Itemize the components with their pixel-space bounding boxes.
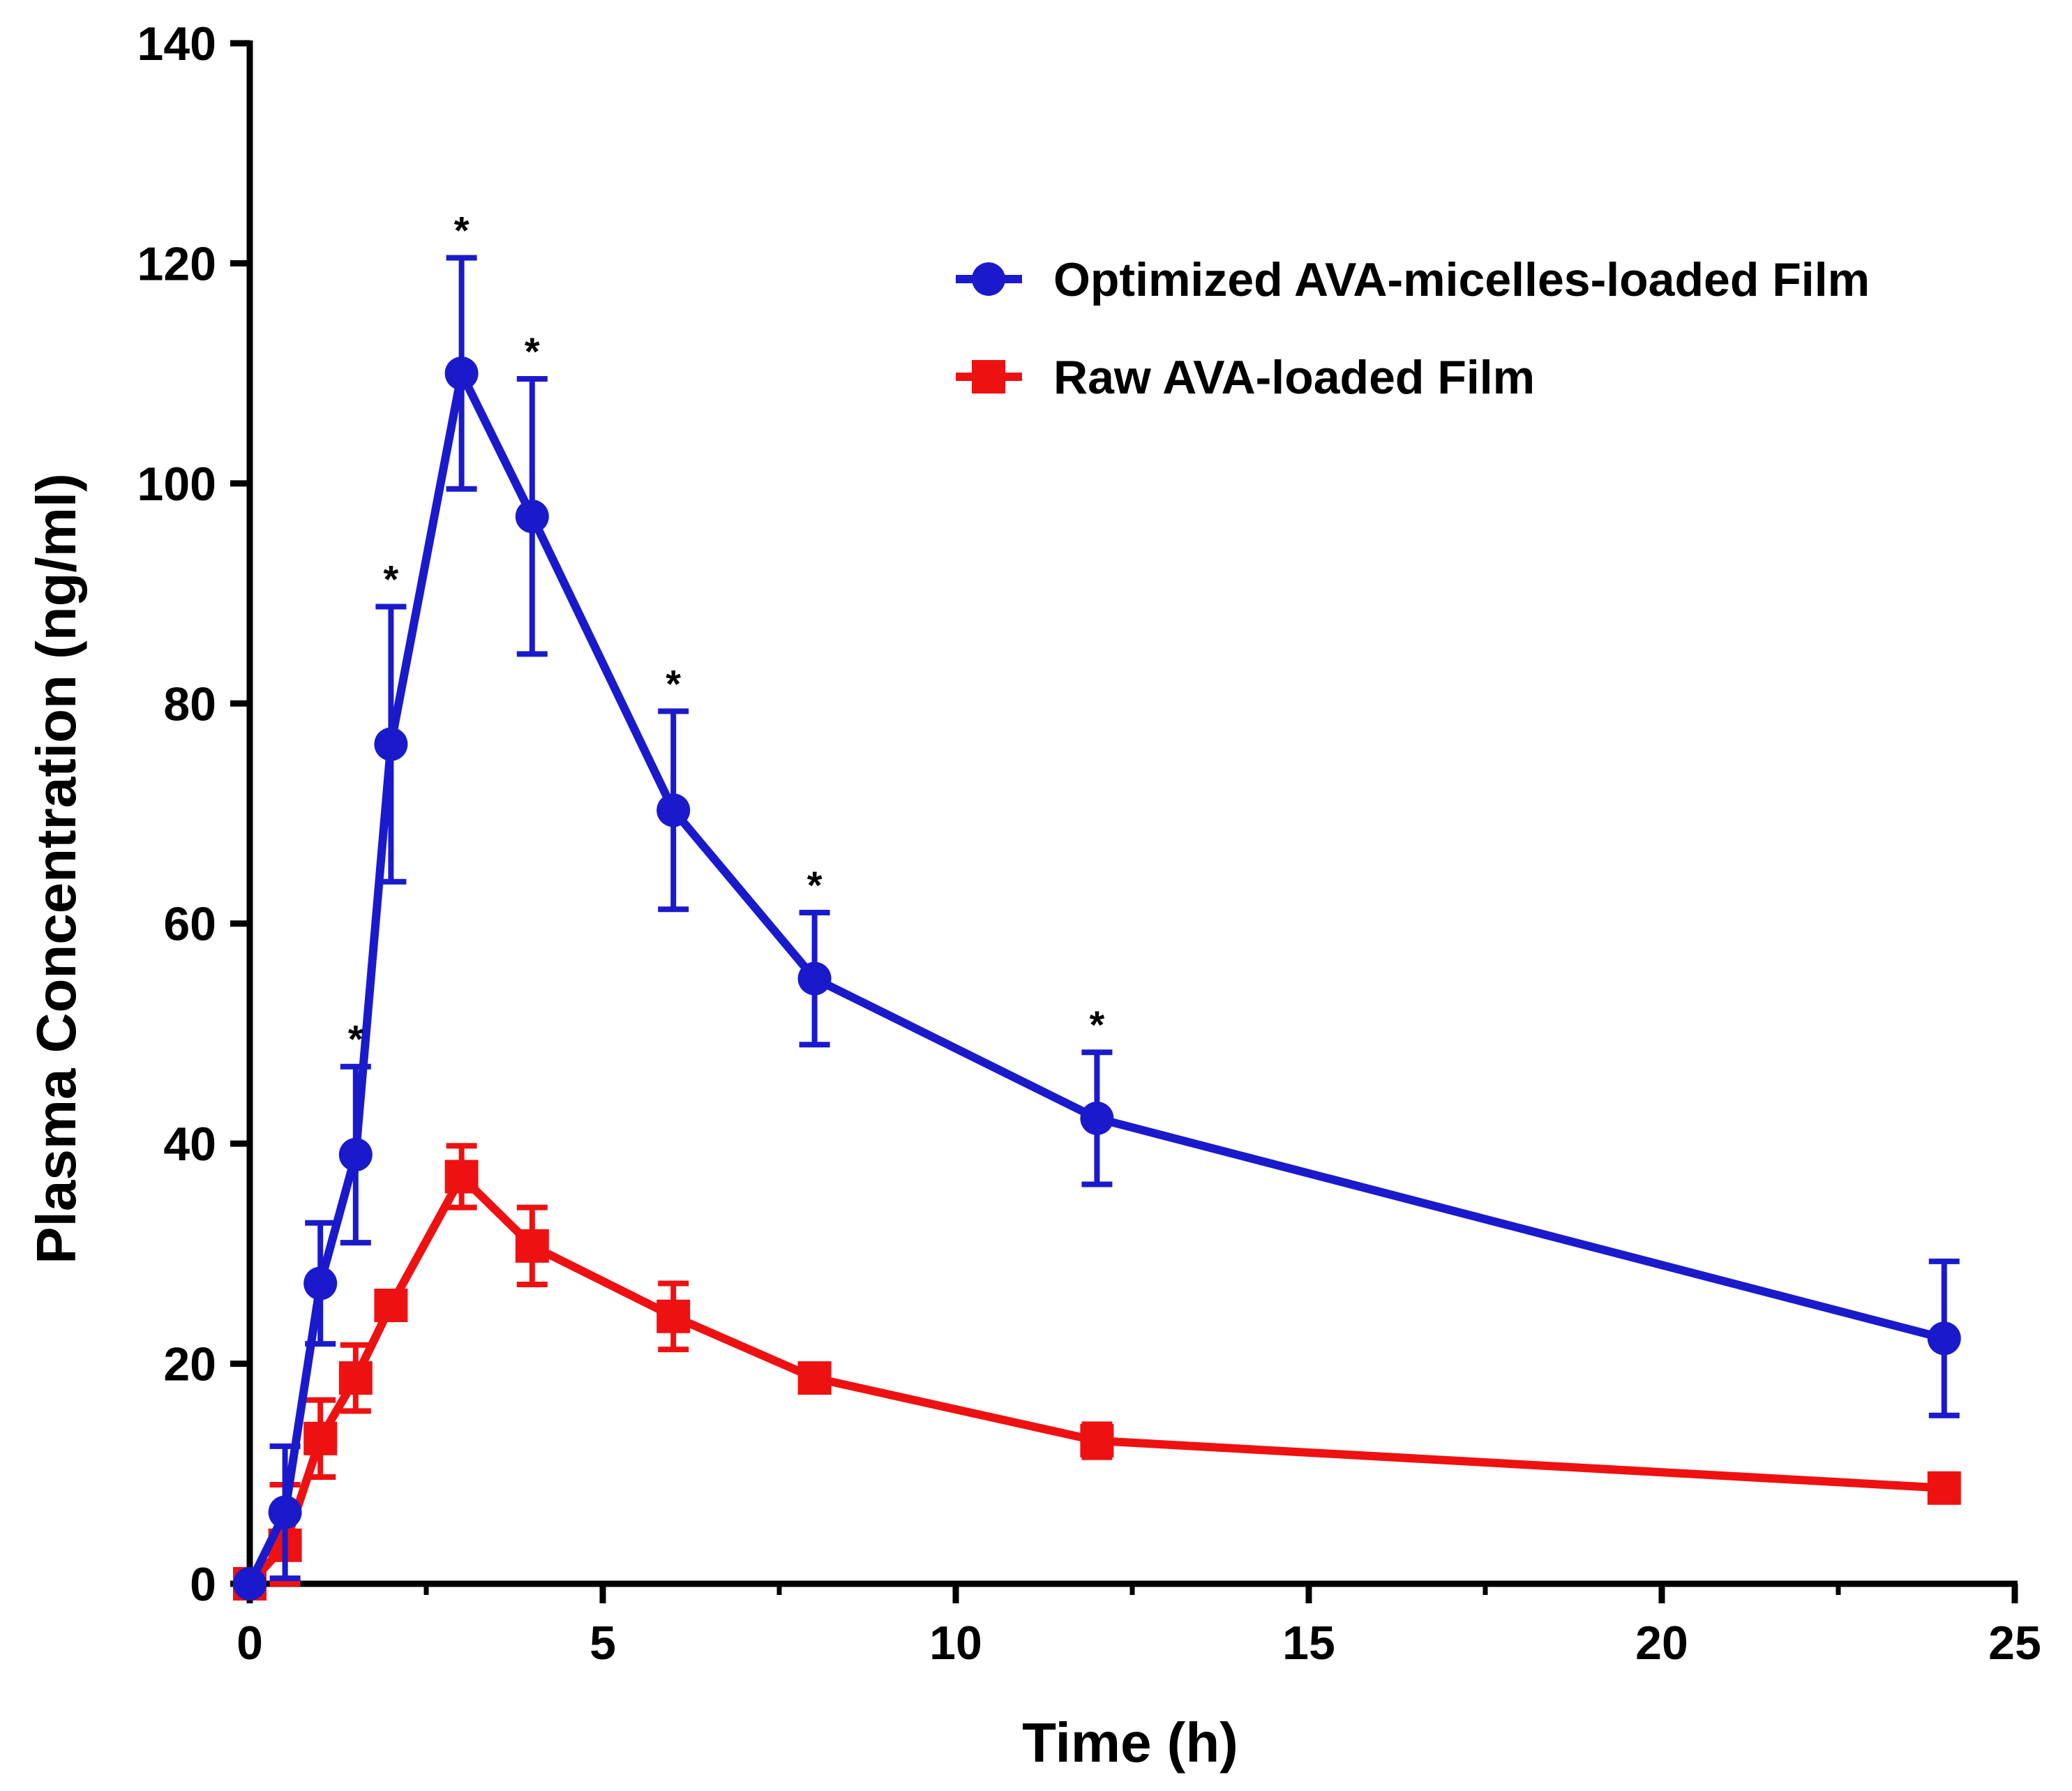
legend-entry-raw: Raw AVA-loaded Film [956, 351, 1535, 404]
data-point [338, 1137, 373, 1171]
y-tick-label: 40 [163, 1118, 216, 1171]
legend-label-optimized: Optimized AVA-micelles-loaded Film [1053, 253, 1870, 306]
significance-asterisk: * [525, 329, 540, 373]
series-line [246, 1172, 1945, 1587]
significance-asterisk: * [348, 1017, 363, 1061]
y-tick-label: 20 [163, 1338, 216, 1391]
data-point [656, 1299, 691, 1333]
data-point [374, 727, 408, 761]
x-axis-title: Time (h) [1022, 1711, 1238, 1774]
legend-marker-square [972, 360, 1005, 394]
data-point [797, 961, 832, 996]
data-point [303, 1266, 338, 1301]
y-tick-label: 0 [190, 1558, 216, 1611]
series-raw [233, 1143, 1961, 1601]
data-point [303, 1421, 338, 1455]
legend-label-raw: Raw AVA-loaded Film [1053, 351, 1535, 404]
data-point [656, 793, 691, 827]
x-tick-label: 20 [1635, 1617, 1688, 1670]
x-tick-label: 10 [929, 1617, 982, 1670]
y-tick-label: 120 [137, 237, 216, 290]
significance-asterisk: * [454, 209, 470, 253]
significance-asterisk: * [666, 661, 681, 705]
legend: Optimized AVA-micelles-loaded Film Raw A… [956, 253, 1870, 404]
series-layer [233, 255, 1961, 1601]
data-point [515, 500, 549, 534]
data-point [233, 1567, 266, 1601]
y-tick-label: 100 [137, 458, 216, 511]
y-tick-label: 80 [163, 677, 216, 730]
significance-asterisk: * [1090, 1003, 1105, 1047]
x-tick-label: 0 [237, 1617, 263, 1670]
series-line [246, 369, 1946, 1586]
data-point [444, 357, 479, 391]
x-tick-label: 5 [590, 1617, 616, 1670]
y-axis-title: Plasma Concentration (ng/ml) [25, 473, 87, 1264]
x-tick-label: 15 [1282, 1617, 1335, 1670]
series-optimized [233, 255, 1961, 1601]
data-point [1927, 1321, 1961, 1356]
data-point [374, 1288, 408, 1322]
data-point [797, 1361, 832, 1395]
data-point [1927, 1471, 1961, 1505]
data-point [1080, 1101, 1114, 1135]
x-tick-label: 25 [1988, 1617, 2041, 1670]
y-tick-label: 140 [137, 17, 216, 70]
significance-annotations: * * * * * * * [348, 209, 1105, 1061]
legend-marker-circle [972, 262, 1005, 296]
y-axis-ticks: 0 20 40 60 80 100 120 140 [137, 17, 250, 1611]
x-axis-ticks: 0 5 10 15 20 25 [237, 1584, 2041, 1670]
data-point [444, 1160, 479, 1194]
y-tick-label: 60 [163, 898, 216, 951]
data-point [268, 1495, 302, 1529]
data-point [338, 1361, 373, 1395]
legend-entry-optimized: Optimized AVA-micelles-loaded Film [956, 253, 1870, 306]
significance-asterisk: * [384, 557, 399, 601]
significance-asterisk: * [807, 863, 823, 907]
data-point [1080, 1423, 1114, 1457]
data-point [515, 1229, 549, 1263]
